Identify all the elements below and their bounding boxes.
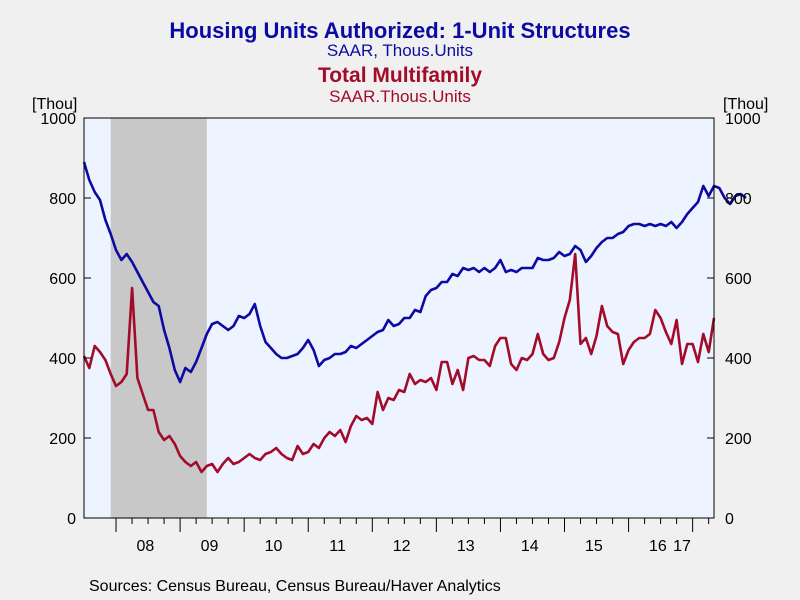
recession-shading xyxy=(110,118,207,518)
x-tick-label: 13 xyxy=(457,538,475,555)
y-tick-label-right: 800 xyxy=(725,191,752,208)
series-line-1 xyxy=(82,161,747,384)
y-tick-label-left: 600 xyxy=(49,271,76,288)
y-tick-label-right: 0 xyxy=(725,511,734,528)
chart-subtitle-series-1: SAAR, Thous.Units xyxy=(326,41,474,60)
x-tick-label: 12 xyxy=(393,538,411,555)
chart-title-series-2: Total Multifamily xyxy=(317,64,483,87)
x-tick-label: 16 xyxy=(649,538,667,555)
left-axis-unit-label: [Thou] xyxy=(32,96,78,113)
y-tick-label-right: 400 xyxy=(725,351,752,368)
series-line-2 xyxy=(82,252,716,474)
x-tick-label: 10 xyxy=(265,538,283,555)
chart-title-series-1: Housing Units Authorized: 1-Unit Structu… xyxy=(169,18,631,43)
x-tick-label: 08 xyxy=(136,538,154,555)
chart-subtitle-series-2: SAAR.Thous.Units xyxy=(329,87,471,106)
chart-marks xyxy=(82,161,747,474)
y-tick-label-left: 1000 xyxy=(40,111,76,128)
y-tick-label-right: 200 xyxy=(725,431,752,448)
x-tick-label: 11 xyxy=(329,538,346,555)
y-tick-label-right: 1000 xyxy=(725,111,761,128)
x-tick-label: 17 xyxy=(673,538,691,555)
y-tick-label-right: 600 xyxy=(725,271,752,288)
y-tick-label-left: 0 xyxy=(67,511,76,528)
x-tick-label: 14 xyxy=(521,538,539,555)
x-tick-label: 09 xyxy=(201,538,219,555)
source-note: Sources: Census Bureau, Census Bureau/Ha… xyxy=(89,578,501,595)
y-tick-label-left: 800 xyxy=(49,191,76,208)
y-tick-label-left: 400 xyxy=(49,351,76,368)
plot-frame xyxy=(83,117,715,519)
x-tick-label: 15 xyxy=(585,538,603,555)
plot-area xyxy=(84,118,714,518)
chart-axes: 0 0 200 200 400 400 600 600 800 800 1000 1000 08 09 10… xyxy=(40,111,760,555)
y-tick-label-left: 200 xyxy=(49,431,76,448)
right-axis-unit-label: [Thou] xyxy=(723,96,769,113)
